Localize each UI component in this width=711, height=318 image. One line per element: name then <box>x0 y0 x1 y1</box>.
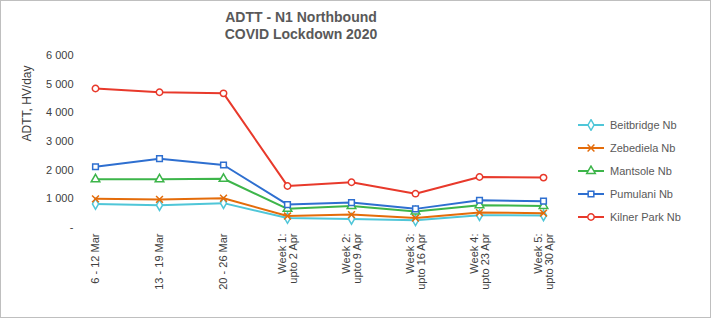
html-text:COVID Lockdown 2020: COVID Lockdown 2020 <box>224 26 378 42</box>
svg-text:-: - <box>70 221 74 233</box>
svg-text:Week 3:upto 16 Apr: Week 3:upto 16 Apr <box>404 233 427 290</box>
svg-text:4 000: 4 000 <box>46 106 74 118</box>
svg-text:3 000: 3 000 <box>46 135 74 147</box>
svg-text:2 000: 2 000 <box>46 164 74 176</box>
html-text:Pumulani Nb: Pumulani Nb <box>610 187 673 200</box>
svg-text:Week 5:upto 30 Apr: Week 5:upto 30 Apr <box>532 233 555 290</box>
svg-text:1 000: 1 000 <box>46 192 74 204</box>
svg-text:6 - 12 Mar: 6 - 12 Mar <box>89 233 101 283</box>
html-text:ADTT - N1 Northbound: ADTT - N1 Northbound <box>225 9 377 25</box>
svg-text:5 000: 5 000 <box>46 78 74 90</box>
html-text:Zebediela Nb: Zebediela Nb <box>610 141 676 154</box>
svg-text:13 - 19 Mar: 13 - 19 Mar <box>153 233 165 290</box>
svg-text:ADTT, HV/day: ADTT, HV/day <box>20 65 34 141</box>
html-text:Beitbridge Nb: Beitbridge Nb <box>610 118 677 131</box>
html-text:Mantsole Nb: Mantsole Nb <box>610 164 672 177</box>
svg-text:Week 2:upto 9 Apr: Week 2:upto 9 Apr <box>340 233 363 283</box>
html-text:Kilner Park Nb: Kilner Park Nb <box>610 210 681 223</box>
svg-text:Week 1:upto 2 Apr: Week 1:upto 2 Apr <box>276 233 299 283</box>
svg-text:20 - 26 Mar: 20 - 26 Mar <box>217 233 229 290</box>
svg-text:6 000: 6 000 <box>46 49 74 61</box>
svg-text:Week 4:upto 23 Apr: Week 4:upto 23 Apr <box>468 233 491 290</box>
